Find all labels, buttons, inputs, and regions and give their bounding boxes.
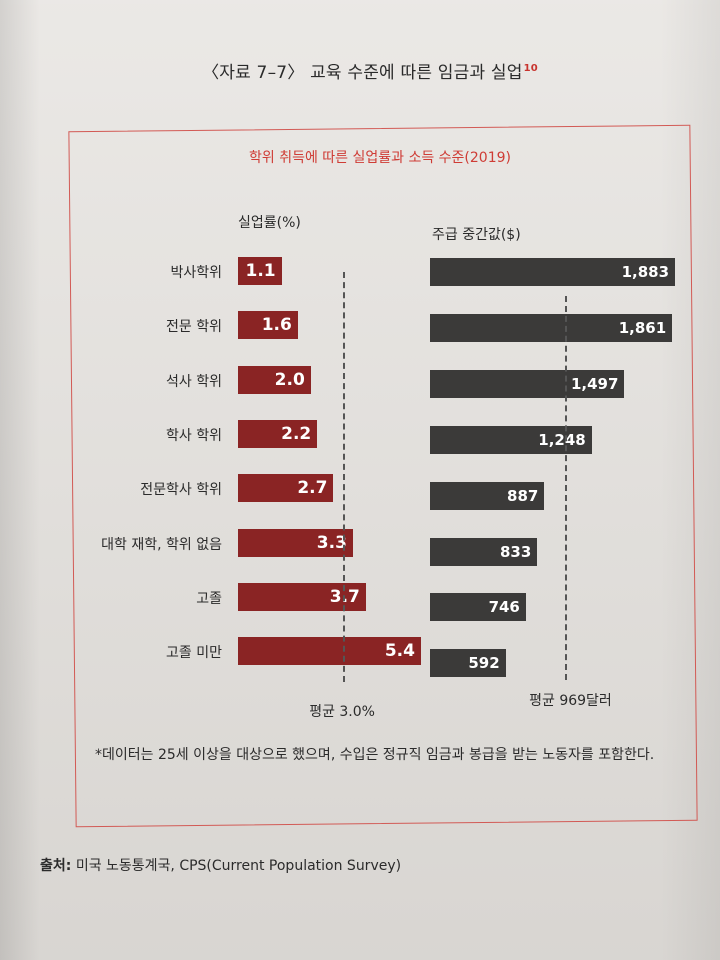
figure-heading-text: 〈자료 7–7〉 교육 수준에 따른 임금과 실업 [202,63,523,83]
unemployment-bar: 1.1 [238,257,282,285]
unemployment-value-label: 2.2 [281,423,312,444]
unemployment-value-label: 2.0 [274,369,305,390]
unemployment-value-label: 5.4 [384,641,415,662]
wage-bar: 1,497 [430,369,625,398]
unemployment-value-label: 2.7 [297,478,328,499]
unemployment-value-label: 1.6 [261,315,292,336]
wage-value-label: 833 [499,542,532,561]
wage-value-label: 1,497 [570,374,619,393]
chart-note: *데이터는 25세 이상을 대상으로 했으며, 수입은 정규직 임금과 봉급을 … [95,747,655,763]
wage-value-label: 887 [507,486,539,505]
wage-value-label: 746 [488,598,520,617]
category-label: 고졸 미만 [166,645,222,662]
unemployment-bar: 3.3 [238,528,353,557]
category-label: 석사 학위 [166,373,222,390]
wage-bar: 592 [430,649,506,678]
wage-axis-label: 주급 중간값($) [432,227,521,243]
chart-title: 학위 취득에 따른 실업률과 소득 수준(2019) [248,150,511,166]
wage-bar: 887 [430,481,545,510]
source-line: 출처: 미국 노동통계국, CPS(Current Population Sur… [40,855,401,875]
unemployment-bar: 3.7 [238,582,366,611]
wage-bar: 1,248 [430,425,592,454]
figure-heading: 〈자료 7–7〉 교육 수준에 따른 임금과 실업10 [150,58,590,83]
unemployment-bar: 2.7 [238,474,334,503]
wage-value-label: 1,248 [538,430,586,449]
category-label: 대학 재학, 학위 없음 [101,536,222,553]
category-label: 고졸 [196,590,222,607]
chart-frame [68,124,698,828]
category-label: 학사 학위 [166,427,222,444]
category-label: 전문 학위 [166,319,222,336]
wage-bar: 1,861 [430,313,673,342]
wage-bar: 746 [430,593,526,622]
unemployment-axis-label: 실업률(%) [238,215,301,231]
unemployment-value-label: 3.3 [316,532,347,553]
source-label: 출처: [40,858,72,874]
unemployment-average-line [343,272,346,682]
wage-bar: 833 [430,537,538,566]
unemployment-average-label: 평균 3.0% [309,704,375,720]
unemployment-bar: 2.2 [238,419,318,448]
category-label: 박사학위 [170,265,222,281]
wage-average-line [565,296,568,680]
wage-value-label: 592 [468,654,500,673]
wage-average-label: 평균 969달러 [529,693,612,709]
source-text: 미국 노동통계국, CPS(Current Population Survey) [75,858,402,874]
category-label: 전문학사 학위 [140,482,222,499]
wage-value-label: 1,861 [618,318,667,337]
wage-value-label: 1,883 [621,263,670,281]
unemployment-bar: 2.0 [238,365,311,394]
wage-bar: 1,883 [430,258,676,286]
unemployment-value-label: 1.1 [245,261,276,281]
footnote-mark: 10 [523,63,538,75]
unemployment-bar: 5.4 [238,637,421,666]
unemployment-bar: 1.6 [238,311,298,340]
